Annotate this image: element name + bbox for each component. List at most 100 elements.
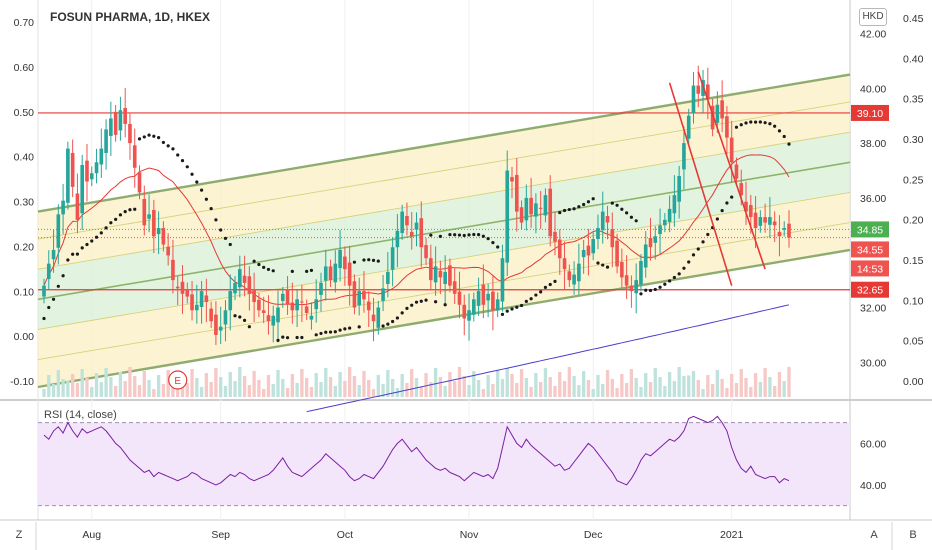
candle-body [481, 284, 486, 305]
candle-body [543, 195, 548, 216]
candle-body [343, 256, 347, 270]
volume-bar [710, 384, 715, 397]
auto-scale-button[interactable]: A [870, 529, 878, 541]
candle-body [376, 307, 381, 328]
log-scale-button[interactable]: B [909, 529, 917, 541]
volume-bar [80, 369, 84, 397]
volume-bar [510, 374, 514, 397]
volume-bar [51, 384, 56, 397]
candle-body [462, 304, 467, 319]
rsi-indicator-label[interactable]: RSI (14, close) [44, 409, 117, 421]
psar-dot [591, 197, 595, 201]
candle-body [118, 110, 123, 131]
psar-dot [562, 208, 567, 213]
candle-body [209, 308, 213, 322]
candle-body [261, 310, 266, 314]
volume-bar [677, 367, 681, 397]
volume-bar [319, 382, 323, 397]
volume-bar [543, 368, 548, 397]
psar-dot [195, 180, 199, 184]
volume-bar [290, 374, 295, 397]
candle-body [280, 293, 285, 301]
candle-body [777, 231, 782, 237]
volume-bar [123, 381, 127, 397]
outer-axis-tick: 0.35 [903, 94, 924, 106]
volume-bar [538, 382, 543, 397]
rsi-line [43, 415, 790, 486]
candle-body [691, 85, 696, 114]
psar-dot [596, 261, 600, 265]
volume-bar [529, 387, 533, 397]
psar-dot [133, 207, 137, 211]
psar-dot [319, 331, 323, 336]
candle-body [104, 129, 108, 153]
volume-bar [481, 389, 486, 397]
currency-label[interactable]: HKD [859, 8, 887, 26]
volume-bar [309, 387, 314, 397]
volume-bar [42, 389, 46, 397]
right-axis-tick: 40.00 [860, 83, 886, 95]
candle-body [266, 315, 271, 322]
volume-bar [90, 387, 94, 397]
volume-bar [691, 371, 696, 397]
psar-dot [204, 197, 208, 201]
volume-bar [109, 377, 113, 397]
candle-body [514, 174, 519, 212]
left-axis-tick: 0.50 [14, 107, 35, 119]
level-price-tag-text: 39.10 [857, 108, 883, 120]
candle-body [46, 263, 51, 280]
candle-body [677, 175, 681, 202]
candle-body [75, 193, 80, 220]
trendline-falling-lower [668, 82, 733, 286]
earnings-marker-label: E [174, 376, 181, 387]
candle-body [99, 148, 104, 165]
psar-dot [238, 315, 242, 319]
psar-dot [338, 328, 342, 332]
psar-dot [620, 207, 624, 211]
psar-dot [371, 258, 376, 262]
volume-bar [161, 384, 166, 397]
volume-bar [199, 387, 204, 397]
bottom-left-button[interactable]: Z [15, 529, 23, 541]
price-tag [851, 241, 889, 258]
candle-body [577, 263, 581, 282]
psar-dot [720, 209, 724, 213]
psar-dot [744, 121, 748, 125]
earnings-marker-circle[interactable] [168, 370, 188, 390]
candle-body [620, 262, 624, 278]
psar-dot [352, 260, 357, 264]
left-axis-tick: -0.10 [10, 376, 34, 388]
candle-body [658, 225, 662, 235]
candle-body [381, 288, 385, 301]
psar-dot [142, 135, 146, 139]
candle-body [109, 118, 113, 136]
volume-bar [624, 383, 629, 397]
psar-dot [257, 262, 261, 267]
outer-axis-tick: 0.05 [903, 336, 924, 348]
volume-bar [128, 367, 132, 397]
volume-bar [156, 375, 161, 397]
volume-bar [462, 376, 466, 397]
psar-dot [176, 153, 180, 157]
psar-dot [534, 293, 538, 297]
volume-bar [486, 375, 490, 397]
candle-body [185, 289, 190, 297]
psar-dot [161, 140, 165, 145]
volume-bar [281, 379, 285, 397]
psar-dot [391, 319, 395, 324]
candle-body [548, 188, 553, 237]
volume-bar [548, 377, 552, 397]
volume-bar [653, 368, 657, 397]
candle-body [763, 217, 767, 223]
candle-body [362, 291, 366, 300]
candle-body [586, 245, 591, 256]
volume-bar [328, 377, 333, 397]
volume-bar [605, 370, 610, 397]
volume-bar [257, 380, 261, 397]
volume-bar [562, 381, 567, 397]
psar-dot [734, 125, 739, 129]
psar-dot [324, 330, 328, 334]
candle-body [505, 170, 510, 263]
volume-bar [519, 369, 524, 397]
